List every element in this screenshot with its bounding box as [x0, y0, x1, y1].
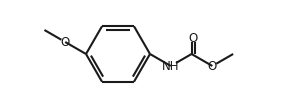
Text: O: O [189, 32, 198, 44]
Text: NH: NH [162, 60, 179, 72]
Text: O: O [208, 60, 217, 72]
Text: O: O [60, 36, 70, 49]
